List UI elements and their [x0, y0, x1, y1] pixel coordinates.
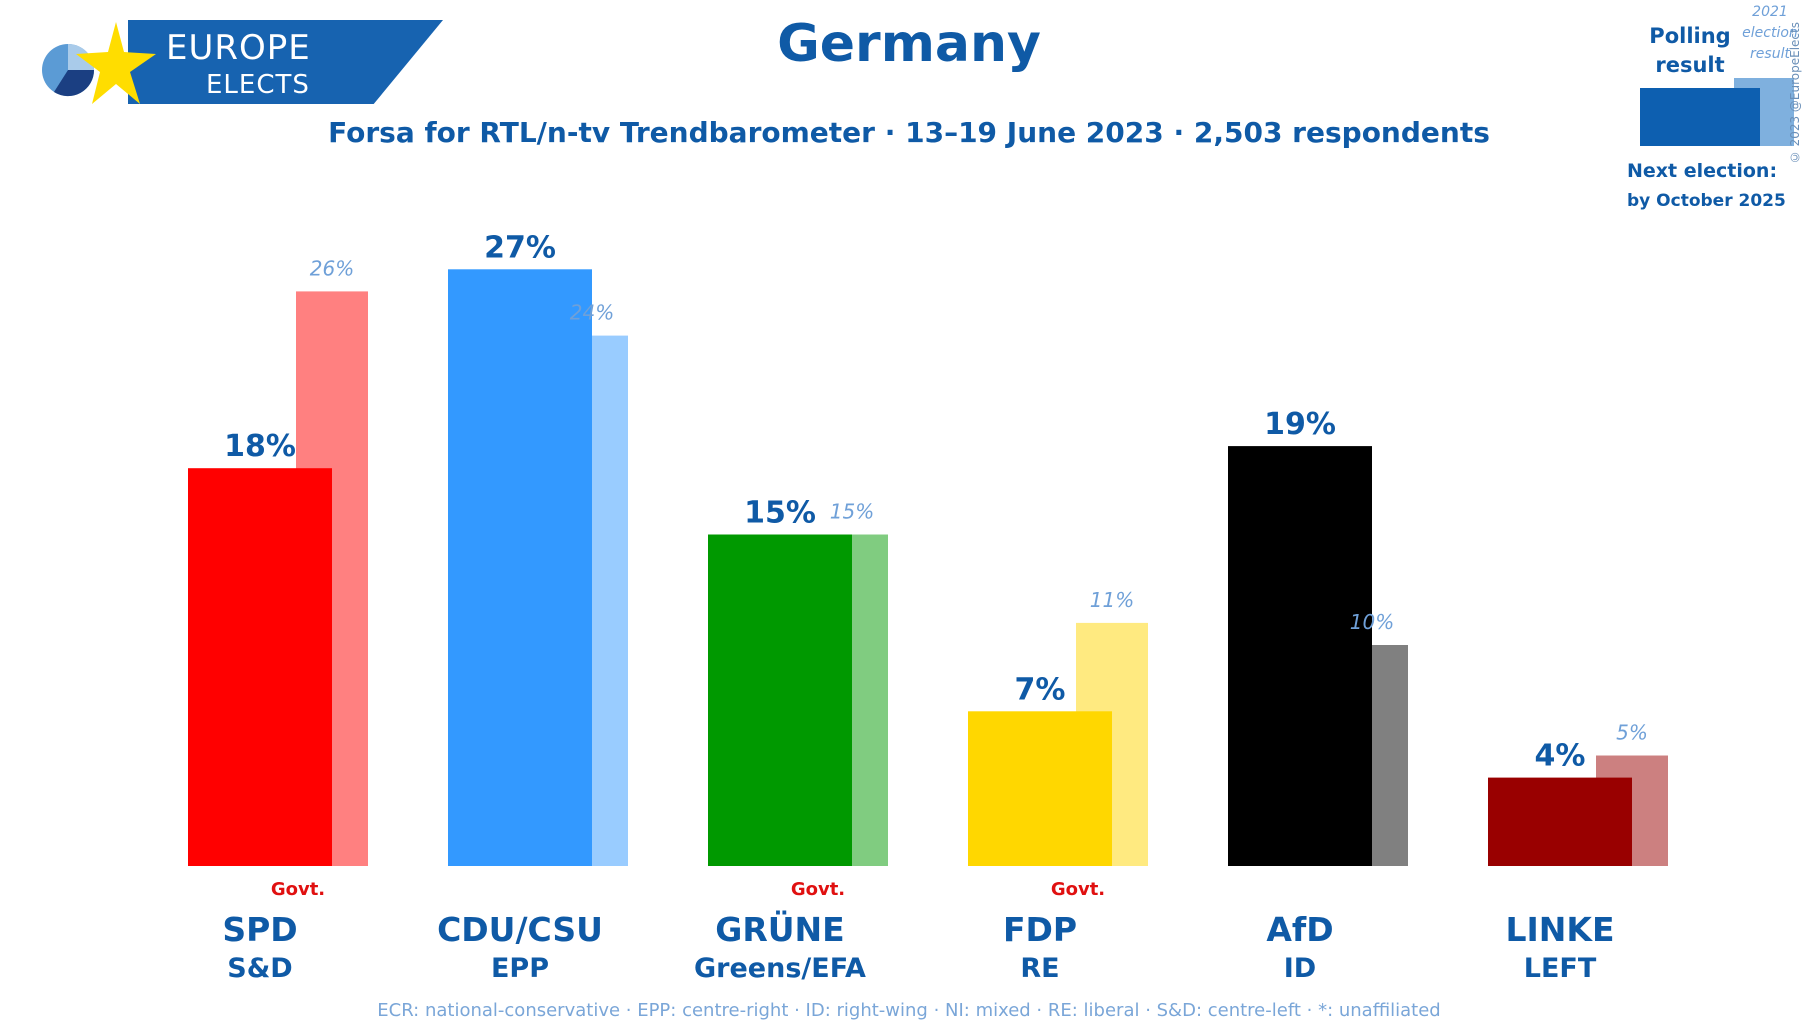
- poll-subtitle: Forsa for RTL/n-tv Trendbarometer · 13–1…: [328, 116, 1490, 149]
- footnote: ECR: national-conservative · EPP: centre…: [377, 1000, 1441, 1021]
- page-title: Germany: [777, 14, 1041, 74]
- election-value-label: 10%: [1350, 610, 1394, 634]
- logo-line1: EUROPE: [166, 28, 311, 68]
- legend-polling-swatch: [1640, 88, 1760, 146]
- poll-bar: [708, 534, 852, 866]
- logo-star-shape: [76, 22, 156, 104]
- election-value-label: 5%: [1616, 721, 1648, 745]
- poll-bar: [1488, 777, 1632, 866]
- election-value-label: 15%: [830, 500, 874, 524]
- bar-chart: 18% 26% Govt. SPD S&D 27% 24% CDU/CSU EPP 15% 15% G…: [188, 230, 1668, 984]
- party-name: SPD: [222, 910, 297, 949]
- party-name: FDP: [1003, 910, 1077, 949]
- logo-star-icon: [42, 22, 156, 104]
- poll-bar: [1228, 446, 1372, 866]
- logo-line2: ELECTS: [206, 70, 310, 100]
- party-group: EPP: [491, 953, 549, 984]
- next-election-label: Next election:: [1627, 160, 1778, 182]
- poll-bar: [968, 711, 1112, 866]
- party-group: LEFT: [1524, 953, 1597, 984]
- election-value-label: 11%: [1090, 588, 1134, 612]
- government-label: Govt.: [271, 879, 325, 900]
- poll-value-label: 7%: [1015, 672, 1066, 707]
- government-label: Govt.: [1051, 879, 1105, 900]
- party-name: GRÜNE: [715, 909, 844, 949]
- poll-bar: [188, 468, 332, 866]
- party-name: CDU/CSU: [437, 910, 603, 949]
- europe-elects-logo: EUROPE ELECTS: [38, 18, 443, 106]
- party-name: LINKE: [1505, 910, 1614, 949]
- government-label: Govt.: [791, 879, 845, 900]
- party-group: ID: [1284, 953, 1316, 984]
- party-group: Greens/EFA: [694, 953, 866, 984]
- next-election-date: by October 2025: [1627, 191, 1786, 211]
- legend-polling-label: Polling result: [1649, 24, 1731, 77]
- election-value-label: 26%: [310, 256, 354, 280]
- election-value-label: 24%: [570, 301, 614, 325]
- poll-bar: [448, 269, 592, 866]
- poll-value-label: 15%: [744, 496, 816, 531]
- party-group: RE: [1020, 953, 1059, 984]
- poll-value-label: 27%: [484, 230, 556, 265]
- party-name: AfD: [1266, 910, 1333, 949]
- legend: Polling result 2021 election result Next…: [1620, 0, 1818, 220]
- party-group: S&D: [227, 953, 292, 984]
- poll-value-label: 4%: [1535, 739, 1586, 774]
- poll-value-label: 18%: [224, 429, 296, 464]
- legend-election-label: 2021 election result: [1742, 4, 1798, 62]
- poll-value-label: 19%: [1264, 407, 1336, 442]
